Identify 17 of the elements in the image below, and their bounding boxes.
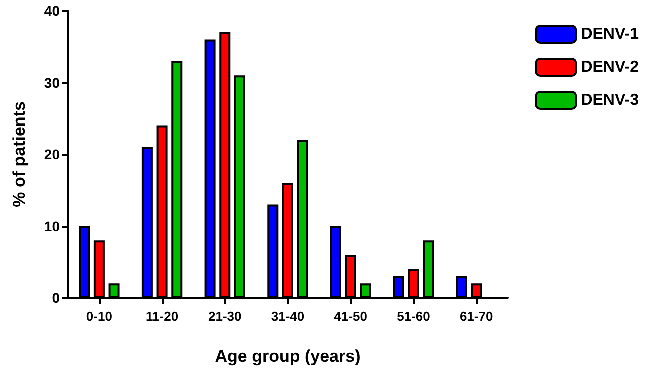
y-tick-label: 30 [44,74,60,91]
y-axis-title: % of patients [10,102,29,208]
x-tick-label: 21-30 [208,309,242,324]
legend-label: DENV-1 [581,26,640,43]
y-tick-label: 40 [44,3,60,19]
x-tick-label: 0-10 [86,309,112,324]
x-tick-label: 51-60 [397,309,430,324]
y-tick-label: 20 [44,146,60,162]
y-tick-label: 0 [52,290,60,306]
x-tick-label: 11-20 [146,309,179,324]
x-tick-label: 61-70 [460,309,494,324]
x-tick-label: 41-50 [334,309,368,324]
legend-label: DENV-2 [581,59,640,76]
legend-label: DENV-3 [581,92,640,109]
x-axis-title: Age group (years) [215,347,361,366]
y-tick-label: 10 [44,218,60,234]
x-tick-label: 31-40 [271,309,305,324]
